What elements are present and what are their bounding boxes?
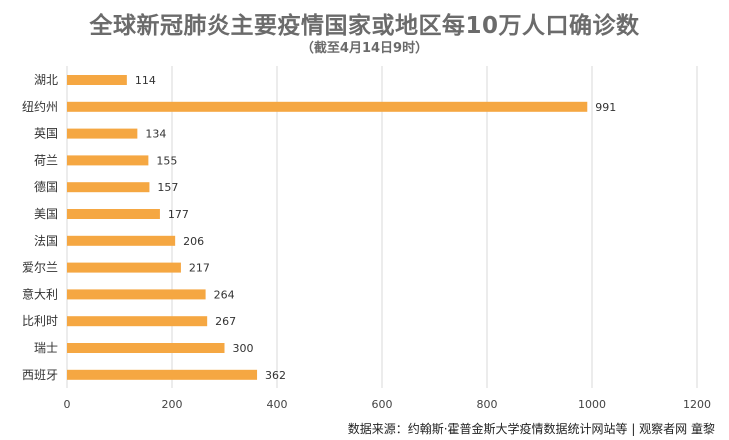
bar [67, 343, 225, 353]
bar [67, 235, 176, 246]
category-label: 英国 [34, 127, 58, 141]
x-tick-label: 1200 [683, 398, 711, 411]
category-label: 德国 [34, 179, 58, 194]
data-label: 114 [135, 74, 156, 87]
bar [67, 289, 206, 300]
bar [67, 369, 258, 380]
data-label: 206 [183, 235, 204, 248]
x-tick-label: 0 [64, 398, 71, 411]
bar [67, 75, 127, 85]
data-label: 267 [215, 315, 236, 328]
x-tick-label: 800 [477, 398, 498, 411]
category-label: 意大利 [22, 286, 58, 301]
category-label: 比利时 [22, 314, 58, 328]
data-label: 134 [145, 128, 166, 141]
chart-title: 全球新冠肺炎主要疫情国家或地区每10万人口确诊数 [89, 13, 640, 39]
category-label: 荷兰 [34, 153, 58, 167]
bar [67, 182, 150, 193]
data-label: 264 [214, 288, 235, 301]
x-tick-label: 200 [162, 398, 183, 411]
bar [67, 128, 138, 139]
bar [67, 209, 160, 219]
category-label: 爱尔兰 [22, 260, 58, 275]
source-credit: 数据来源：约翰斯·霍普金斯大学疫情数据统计网站等 | 观察者网 童黎 [347, 422, 715, 436]
data-label: 217 [189, 262, 210, 275]
data-label: 155 [156, 154, 177, 167]
data-label: 991 [595, 101, 616, 114]
x-tick-label: 600 [372, 398, 393, 411]
data-label: 300 [233, 342, 254, 355]
bar [67, 316, 208, 327]
category-label: 美国 [34, 207, 58, 221]
x-tick-label: 400 [267, 398, 288, 411]
bar [67, 262, 181, 273]
data-label: 177 [168, 208, 189, 221]
x-tick-label: 1000 [578, 398, 606, 411]
data-label: 362 [265, 369, 286, 382]
category-label: 湖北 [34, 72, 58, 87]
category-label: 西班牙 [22, 368, 58, 382]
bar [67, 101, 588, 112]
chart-subtitle: （截至4月14日9时） [300, 41, 429, 56]
category-label: 瑞士 [34, 341, 58, 355]
category-label: 纽约州 [22, 99, 58, 114]
bar [67, 155, 149, 166]
data-label: 157 [157, 181, 178, 194]
category-label: 法国 [34, 234, 58, 248]
